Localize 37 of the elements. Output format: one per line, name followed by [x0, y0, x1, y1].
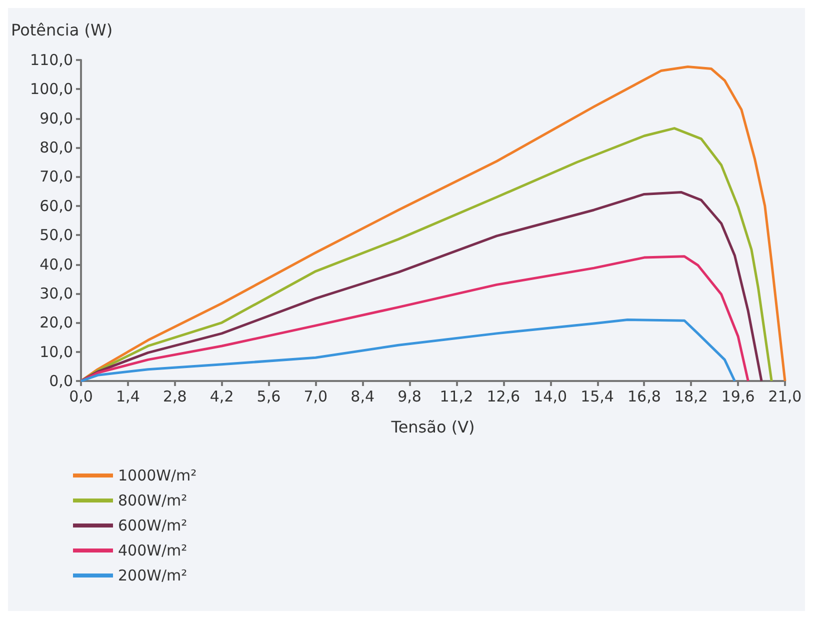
- x-tick-label: 16,8: [627, 388, 661, 406]
- x-tick-label: 19,6: [721, 388, 755, 406]
- x-tick-label: 1,4: [116, 388, 140, 406]
- x-tick-label: 9,8: [398, 388, 422, 406]
- x-tick-label: 15,4: [580, 388, 614, 406]
- legend-label: 400W/m²: [118, 542, 188, 560]
- x-tick-label: 5,6: [256, 388, 281, 406]
- y-tick-label: 80,0: [40, 138, 73, 157]
- x-tick-label: 18,2: [674, 388, 708, 406]
- y-tick-label: 40,0: [40, 255, 73, 274]
- x-tick-label: 8,4: [350, 388, 375, 406]
- x-tick-label: 12,6: [486, 388, 520, 406]
- line-series: [80, 318, 736, 382]
- y-tick-label: 90,0: [40, 109, 73, 128]
- y-tick-label: 110,0: [30, 51, 73, 69]
- y-tick-label: 100,0: [30, 80, 73, 98]
- y-tick-label: 20,0: [40, 314, 73, 332]
- legend-label: 600W/m²: [118, 516, 188, 534]
- x-axis-title: Tensão (V): [390, 418, 475, 436]
- legend-label: 800W/m²: [118, 492, 188, 510]
- y-axis-title: Potência (W): [11, 20, 113, 40]
- y-tick-label: 70,0: [40, 168, 73, 186]
- x-tick-label: 4,2: [210, 388, 234, 406]
- legend-label: 1000W/m²: [118, 466, 197, 484]
- y-tick-label: 30,0: [40, 284, 73, 302]
- x-tick-label: 21,0: [768, 388, 802, 406]
- y-tick-label: 0,0: [49, 372, 73, 390]
- x-tick-label: 2,8: [162, 388, 187, 406]
- y-tick-label: 10,0: [40, 342, 73, 361]
- x-tick-label: 7,0: [304, 388, 328, 406]
- y-tick-label: 60,0: [40, 196, 73, 215]
- x-tick-label: 14,0: [534, 388, 568, 406]
- legend-label: 200W/m²: [118, 566, 188, 584]
- x-tick-label: 0,0: [69, 388, 93, 406]
- y-tick-label: 50,0: [40, 226, 73, 244]
- x-tick-label: 11,2: [440, 388, 474, 406]
- line-series: [80, 255, 750, 382]
